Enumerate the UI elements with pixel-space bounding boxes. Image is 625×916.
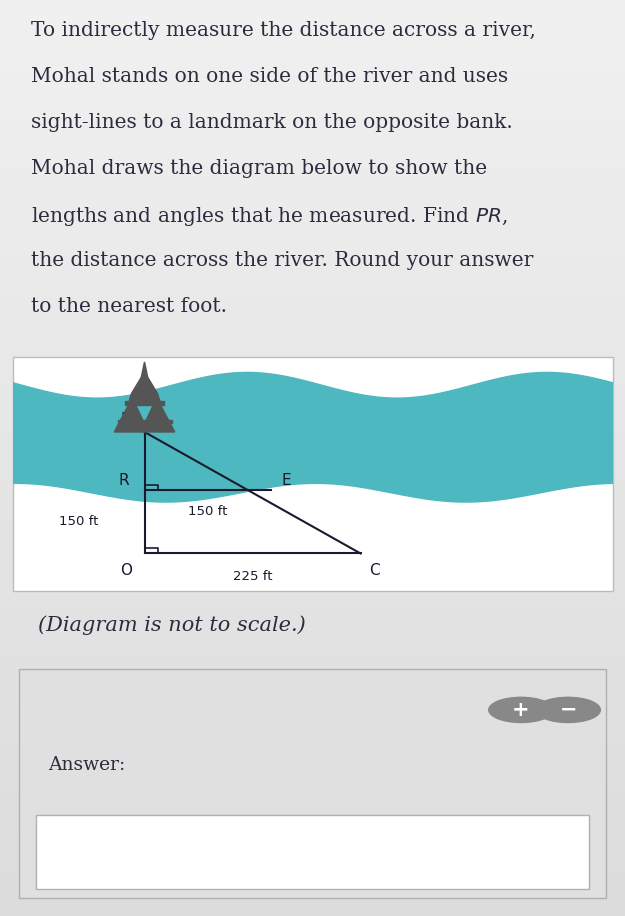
Polygon shape	[141, 362, 148, 377]
Bar	[36, 815, 589, 889]
Text: 150 ft: 150 ft	[59, 516, 98, 529]
Polygon shape	[12, 373, 612, 502]
Circle shape	[489, 697, 553, 723]
Text: Mohal stands on one side of the river and uses: Mohal stands on one side of the river an…	[31, 67, 508, 86]
Text: 225 ft: 225 ft	[232, 571, 272, 583]
Circle shape	[536, 697, 601, 723]
Polygon shape	[125, 401, 164, 405]
Text: −: −	[559, 700, 577, 720]
Text: O: O	[121, 562, 132, 578]
Text: R: R	[119, 473, 129, 488]
Text: P: P	[120, 412, 129, 427]
Text: to the nearest foot.: to the nearest foot.	[31, 297, 228, 316]
Text: C: C	[369, 562, 380, 578]
Text: Mohal draws the diagram below to show the: Mohal draws the diagram below to show th…	[31, 158, 488, 178]
Text: lengths and angles that he measured. Find $PR$,: lengths and angles that he measured. Fin…	[31, 204, 508, 228]
Text: (Diagram is not to scale.): (Diagram is not to scale.)	[38, 616, 305, 635]
Polygon shape	[128, 377, 161, 404]
Text: sight-lines to a landmark on the opposite bank.: sight-lines to a landmark on the opposit…	[31, 113, 513, 132]
Polygon shape	[118, 420, 171, 423]
Text: the distance across the river. Round your answer: the distance across the river. Round you…	[31, 251, 534, 269]
Text: 150 ft: 150 ft	[188, 505, 228, 518]
Polygon shape	[114, 406, 175, 432]
Text: Answer:: Answer:	[48, 756, 126, 774]
Text: +: +	[512, 700, 530, 720]
Text: E: E	[281, 473, 291, 488]
Text: To indirectly measure the distance across a river,: To indirectly measure the distance acros…	[31, 21, 536, 40]
